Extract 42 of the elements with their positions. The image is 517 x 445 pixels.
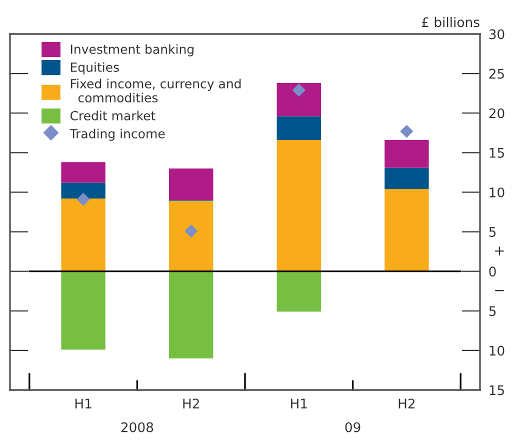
bar <box>384 168 429 190</box>
point <box>400 124 414 138</box>
bar <box>276 271 321 312</box>
bar <box>61 271 106 350</box>
point <box>292 84 306 97</box>
y-tick-label: 15 <box>490 148 504 158</box>
bar <box>61 162 106 183</box>
x-tick-label: H1 <box>75 398 92 408</box>
bar <box>276 116 321 140</box>
bar <box>384 189 429 272</box>
bar <box>384 140 429 168</box>
legend-label: Fixed income, currency and commodities <box>70 78 241 102</box>
y-tick-label: 10 <box>490 187 504 198</box>
text: + <box>495 246 504 256</box>
y-tick-label: 5 <box>489 227 496 237</box>
text: − <box>495 290 504 292</box>
bar <box>276 140 321 272</box>
text: 09 <box>345 422 360 432</box>
y-tick-label: 25 <box>489 68 504 79</box>
x-tick-label: H1 <box>291 398 307 408</box>
y-tick-label: 30 <box>489 29 504 40</box>
bar <box>169 200 214 272</box>
y-axis-title: £ billions <box>422 16 480 28</box>
point <box>184 224 198 238</box>
bar <box>169 271 214 358</box>
x-tick-label: H2 <box>398 398 415 408</box>
y-tick-label: 15 <box>490 385 504 396</box>
legend-label: Credit market <box>70 110 156 120</box>
point <box>76 192 90 206</box>
legend-label: Trading income <box>70 128 165 141</box>
legend-label: Investment banking <box>70 44 194 56</box>
bar <box>276 83 321 116</box>
y-tick-label: 0 <box>489 266 496 277</box>
x-tick-label: H2 <box>183 398 199 408</box>
y-tick-label: 20 <box>489 108 504 118</box>
y-tick-label: 5 <box>489 306 496 316</box>
y-tick-label: 10 <box>490 346 504 356</box>
text: 2008 <box>121 422 154 432</box>
bar <box>61 182 106 199</box>
bar <box>61 198 106 272</box>
bar <box>169 168 214 200</box>
legend-label: Equities <box>70 62 119 74</box>
